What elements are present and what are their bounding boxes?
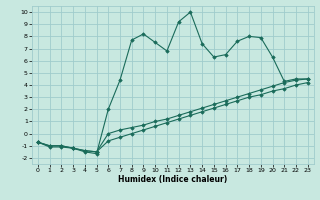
X-axis label: Humidex (Indice chaleur): Humidex (Indice chaleur) [118,175,228,184]
